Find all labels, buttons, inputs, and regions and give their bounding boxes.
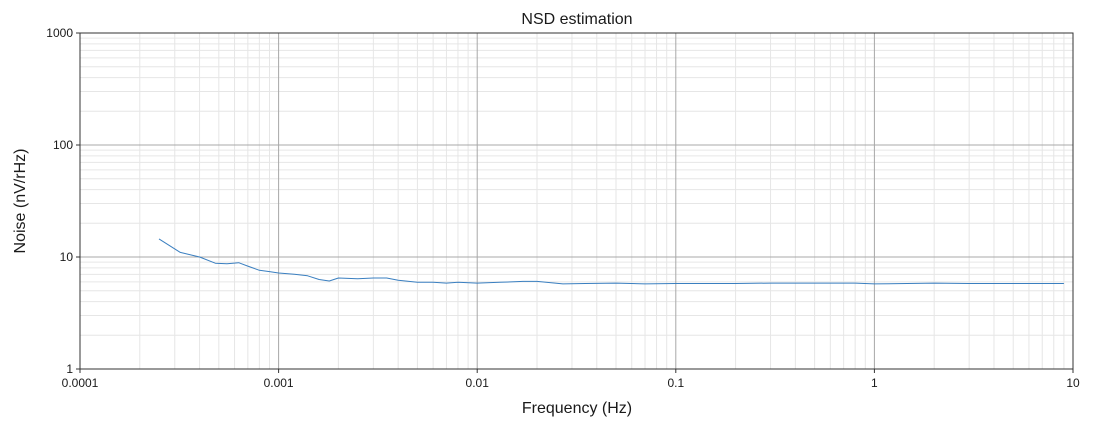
y-tick-label: 1000	[46, 26, 73, 40]
series-group	[158, 238, 1064, 285]
y-tick-label: 10	[60, 250, 74, 264]
x-tick-label: 0.001	[264, 376, 294, 390]
y-axis-label: Noise (nV/rHz)	[12, 149, 29, 254]
minor-grid	[80, 33, 1073, 369]
x-tick-label: 10	[1066, 376, 1080, 390]
x-tick-label: 1	[871, 376, 878, 390]
major-grid	[80, 33, 1073, 369]
y-tick-label: 1	[66, 362, 73, 376]
series-line	[158, 238, 1064, 285]
x-axis-label: Frequency (Hz)	[522, 400, 632, 417]
y-axis-ticks: 1 10 100 1000	[46, 26, 80, 376]
y-tick-label: 100	[53, 138, 73, 152]
x-axis-ticks: 0.0001 0.001 0.01 0.1 1 10	[62, 369, 1080, 390]
x-tick-label: 0.0001	[62, 376, 99, 390]
plot-frame	[79, 32, 1074, 370]
chart-title: NSD estimation	[521, 11, 632, 28]
x-tick-label: 0.1	[667, 376, 684, 390]
x-tick-label: 0.01	[466, 376, 490, 390]
